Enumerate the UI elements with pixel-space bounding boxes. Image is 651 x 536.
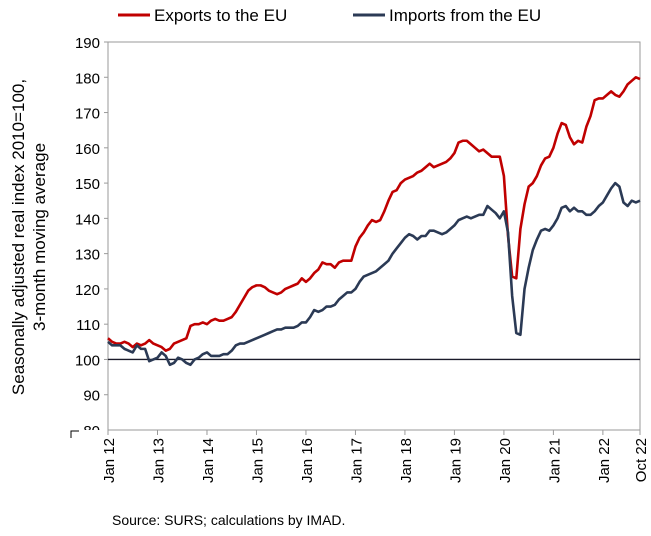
series-line-exports [107, 75, 641, 352]
x-tick-label: Jan 22 [596, 438, 613, 483]
x-tick-label: Jan 16 [299, 438, 316, 483]
x-tick-label: Jan 14 [200, 438, 217, 483]
y-tick-label: 120 [75, 282, 100, 299]
y-tick-label: 130 [75, 247, 100, 264]
y-tick-label: 90 [83, 388, 100, 405]
x-tick-label: Jan 21 [546, 438, 563, 483]
y-tick-label: 100 [75, 352, 100, 369]
y-axis-title-line-2: 3-month moving average [30, 143, 49, 331]
y-tick-label: 170 [75, 106, 100, 123]
plot-frame [107, 41, 641, 431]
x-tick-label: Jan 18 [398, 438, 415, 483]
series-line-imports [107, 181, 641, 367]
y-tick-label: 110 [76, 317, 100, 334]
y-tick-label: 140 [75, 211, 100, 228]
y-axis: 90 100 110 120 130 140 150 160 170 180 190 80 [75, 35, 108, 440]
x-tick-label: Jan 15 [249, 438, 266, 483]
legend-label-imports: Imports from the EU [389, 6, 541, 25]
axis-break-marker [70, 430, 79, 438]
legend-label-exports: Exports to the EU [154, 6, 287, 25]
source-note: Source: SURS; calculations by IMAD. [112, 512, 346, 528]
x-tick-label: Jan 19 [447, 438, 464, 483]
x-tick-label: Jan 12 [101, 438, 118, 483]
y-tick-label: 160 [75, 141, 100, 158]
x-tick-label: Jan 13 [150, 438, 167, 483]
x-axis: Jan 12 Jan 13 Jan 14 Jan 15 Jan 16 Jan 17 Jan … [101, 430, 650, 483]
y-tick-label: 190 [75, 35, 100, 52]
y-tick-label: 150 [75, 176, 100, 193]
y-tick-label: 180 [75, 70, 100, 87]
x-tick-label: Jan 17 [348, 438, 365, 483]
y-axis-title-line-1: Seasonally adjusted real index 2010=100, [9, 79, 28, 395]
x-tick-label: Jan 20 [497, 438, 514, 483]
x-tick-label: Oct 22 [633, 438, 650, 482]
plot-area: 90 100 110 120 130 140 150 160 170 180 190 80 Jan 1… [75, 35, 650, 483]
series-group [107, 75, 641, 367]
legend: Exports to the EU Imports from the EU [118, 6, 541, 25]
y-tick-label-clipped: 80 [83, 423, 100, 440]
